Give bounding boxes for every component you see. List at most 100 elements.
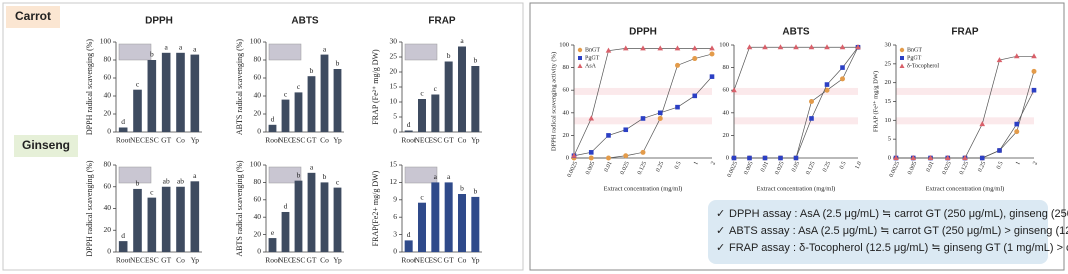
x-tick-label: 0.025 <box>620 161 631 176</box>
marker <box>1031 53 1037 59</box>
y-tick-label: 100 <box>719 41 729 48</box>
x-tick-label: GT <box>161 256 171 265</box>
x-tick-label: Co <box>176 136 185 145</box>
y-tick-label: 100 <box>250 37 262 46</box>
marker <box>824 87 830 93</box>
x-tick-label: NEC <box>278 136 293 145</box>
x-tick-label: ESC <box>428 256 442 265</box>
marker <box>709 74 715 79</box>
marker <box>746 44 753 50</box>
significance-letter: b <box>336 59 340 68</box>
reference-band <box>734 117 858 125</box>
y-tick-label: 20 <box>390 67 398 76</box>
marker <box>709 51 715 57</box>
bar <box>320 182 329 252</box>
x-tick-label: 2 <box>1032 161 1039 166</box>
significance-letter: c <box>420 89 424 98</box>
marker <box>588 155 594 161</box>
marker <box>762 44 768 50</box>
x-tick-label: 0.05 <box>791 161 801 173</box>
y-tick-label: 10 <box>885 117 892 124</box>
significance-letter: d <box>407 230 411 239</box>
bar <box>471 196 480 252</box>
bar <box>161 186 171 252</box>
y-tick-label: 20 <box>723 132 730 139</box>
bar <box>176 52 185 132</box>
significance-letter: b <box>447 51 451 60</box>
x-tick-label: 0.005 <box>743 161 754 176</box>
bar <box>431 182 440 252</box>
marker <box>893 155 899 160</box>
y-tick-label: 100 <box>559 41 569 48</box>
left-panel <box>2 2 524 271</box>
y-tick-label: 20 <box>104 225 112 234</box>
y-tick-label: 0 <box>393 247 397 256</box>
y-axis-label: FRAP(Fe2+ mg/g DW) <box>371 170 380 246</box>
bar <box>333 187 342 252</box>
y-tick-label: 5 <box>393 112 397 121</box>
x-tick-label: Root <box>401 256 417 265</box>
sample-photo <box>404 43 438 61</box>
series-line <box>734 47 859 159</box>
x-tick-label: 0.125 <box>637 161 648 176</box>
x-tick-label: Co <box>458 136 467 145</box>
sample-photo <box>268 43 302 61</box>
summary: ✓ DPPH assay : AsA (2.5 μg/mL) ≒ carrot … <box>716 208 1068 254</box>
x-tick-label: 0.01 <box>604 161 614 173</box>
significance-letter: b <box>297 170 301 179</box>
panel-label: Ginseng <box>22 138 70 152</box>
marker <box>840 65 845 70</box>
y-tick-label: 0 <box>566 154 569 161</box>
marker <box>605 47 612 53</box>
y-tick-label: 10 <box>390 97 398 106</box>
legend-marker <box>577 47 583 53</box>
x-tick-label: Root <box>116 256 132 265</box>
legend-label: AsA <box>585 63 597 69</box>
reference-band <box>574 117 712 125</box>
y-tick-label: 3 <box>393 229 397 238</box>
summary-line: FRAP assay : δ-Tocopherol (12.5 μg/mL) ≒… <box>729 242 1068 254</box>
bar <box>161 52 171 132</box>
significance-letter: c <box>136 79 140 88</box>
marker <box>623 153 629 159</box>
y-tick-label: 60 <box>563 87 570 94</box>
sample-photo <box>118 166 152 184</box>
x-tick-label: Yp <box>471 256 480 265</box>
marker <box>606 155 611 161</box>
legend-marker <box>578 56 582 60</box>
bar <box>444 61 453 132</box>
x-tick-label: GT <box>307 256 317 265</box>
x-tick-label: 0.0025 <box>567 161 579 178</box>
y-tick-label: 40 <box>104 203 112 212</box>
panel-label: Carrot <box>15 9 51 23</box>
marker <box>1014 121 1020 127</box>
significance-letter: a <box>179 43 183 52</box>
x-tick-label: GT <box>307 136 317 145</box>
marker <box>640 149 646 155</box>
y-tick-label: 60 <box>104 73 112 82</box>
bar <box>307 172 316 252</box>
significance-letter: a <box>460 36 464 45</box>
summary-line: ABTS assay : AsA (2.5 μg/mL) ≒ carrot GT… <box>729 225 1068 237</box>
legend-marker <box>577 63 583 68</box>
y-tick-label: 40 <box>723 109 730 116</box>
x-tick-label: Root <box>401 136 417 145</box>
x-tick-label: ESC <box>292 136 306 145</box>
bar <box>118 127 128 132</box>
bar <box>268 124 277 132</box>
y-tick-label: 15 <box>885 98 892 105</box>
legend-marker <box>899 47 905 53</box>
marker <box>588 150 594 155</box>
marker <box>1031 68 1037 74</box>
bar <box>294 180 303 252</box>
y-tick-label: 30 <box>390 37 398 46</box>
bar <box>281 211 290 252</box>
x-axis-label: Extract concentration (mg/ml) <box>926 185 1005 192</box>
bar <box>147 197 157 252</box>
x-tick-label: NEC <box>415 136 430 145</box>
marker <box>839 44 846 50</box>
x-tick-label: GT <box>161 136 171 145</box>
y-tick-label: 20 <box>254 229 262 238</box>
x-tick-label: ESC <box>145 136 159 145</box>
x-tick-label: 0.25 <box>977 161 987 173</box>
